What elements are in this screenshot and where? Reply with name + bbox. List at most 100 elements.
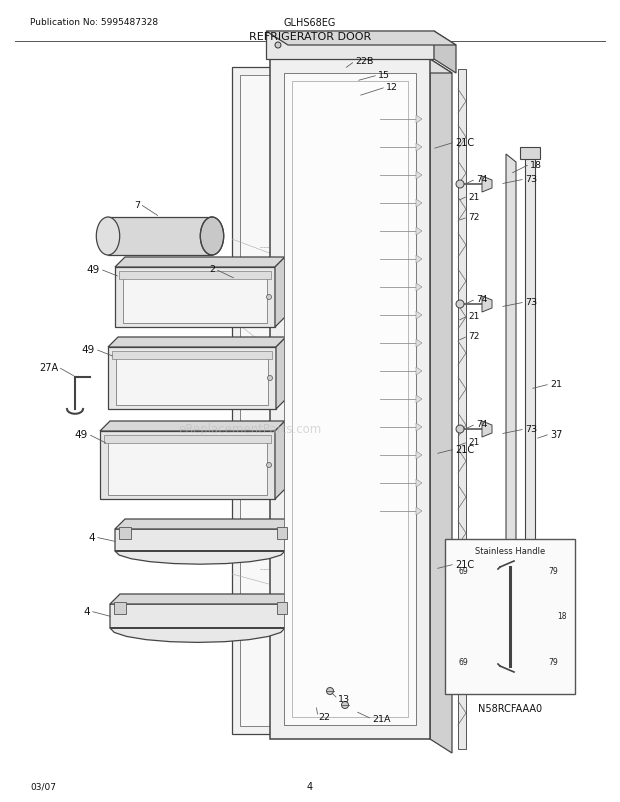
Text: 4: 4 [307, 781, 313, 791]
Text: 7: 7 [134, 200, 140, 209]
Polygon shape [416, 508, 422, 516]
Text: 2: 2 [209, 265, 215, 274]
Polygon shape [115, 257, 285, 268]
Ellipse shape [342, 702, 348, 709]
Text: 21A: 21A [372, 715, 391, 723]
Polygon shape [416, 312, 422, 320]
Text: 74: 74 [476, 420, 487, 429]
Text: 69: 69 [458, 658, 468, 666]
Polygon shape [112, 351, 272, 359]
Polygon shape [232, 68, 356, 734]
Text: 21: 21 [468, 192, 479, 201]
Polygon shape [482, 422, 492, 437]
Text: 21C: 21C [455, 138, 474, 148]
Text: 73: 73 [525, 176, 537, 184]
Text: Publication No: 5995487328: Publication No: 5995487328 [30, 18, 158, 27]
Text: 4: 4 [83, 606, 90, 616]
Text: 21: 21 [468, 438, 479, 447]
Polygon shape [416, 200, 422, 208]
Polygon shape [482, 176, 492, 192]
Polygon shape [416, 228, 422, 236]
Text: 03/07: 03/07 [30, 781, 56, 791]
Text: eReplacementParts.com: eReplacementParts.com [179, 423, 322, 436]
Polygon shape [416, 423, 422, 431]
Polygon shape [115, 268, 275, 327]
Polygon shape [284, 74, 416, 725]
Text: 27A: 27A [39, 363, 58, 373]
Polygon shape [416, 452, 422, 460]
Text: 22: 22 [318, 713, 330, 722]
Polygon shape [100, 431, 275, 500]
Text: 72: 72 [468, 332, 479, 341]
Ellipse shape [456, 180, 464, 188]
Polygon shape [434, 32, 456, 74]
Text: 49: 49 [82, 345, 95, 354]
Polygon shape [108, 439, 267, 496]
Text: 21C: 21C [455, 559, 474, 569]
Polygon shape [240, 76, 348, 726]
Polygon shape [520, 148, 540, 160]
Polygon shape [108, 217, 212, 256]
Polygon shape [275, 257, 285, 327]
Polygon shape [270, 60, 430, 739]
Polygon shape [458, 70, 466, 749]
Polygon shape [114, 602, 126, 614]
Polygon shape [100, 422, 285, 431]
Polygon shape [108, 347, 276, 410]
Text: 21: 21 [468, 312, 479, 321]
Polygon shape [116, 355, 268, 406]
Text: GLHS68EG: GLHS68EG [284, 18, 336, 28]
Text: 13: 13 [338, 695, 350, 703]
Polygon shape [108, 338, 286, 347]
Polygon shape [525, 155, 535, 659]
Text: 37: 37 [550, 429, 562, 439]
Ellipse shape [267, 376, 273, 381]
Text: 12: 12 [386, 83, 398, 92]
Text: N58RCFAAA0: N58RCFAAA0 [478, 703, 542, 713]
Text: 18: 18 [557, 612, 567, 621]
Text: 73: 73 [525, 425, 537, 434]
Text: 21: 21 [550, 380, 562, 389]
Polygon shape [110, 594, 295, 604]
Polygon shape [277, 602, 287, 614]
Text: 18: 18 [530, 160, 542, 169]
Polygon shape [119, 272, 271, 280]
Polygon shape [416, 480, 422, 488]
Polygon shape [520, 649, 540, 661]
Ellipse shape [267, 463, 272, 468]
Polygon shape [110, 604, 285, 642]
Ellipse shape [96, 217, 120, 256]
Ellipse shape [456, 426, 464, 433]
Polygon shape [445, 539, 575, 695]
Polygon shape [506, 155, 516, 647]
Ellipse shape [327, 687, 334, 695]
Text: Stainless Handle: Stainless Handle [475, 547, 545, 556]
Text: REFRIGERATOR DOOR: REFRIGERATOR DOOR [249, 32, 371, 42]
Polygon shape [275, 422, 285, 500]
Polygon shape [115, 520, 295, 529]
Text: 15: 15 [378, 71, 390, 80]
Text: 72: 72 [468, 213, 479, 222]
Polygon shape [416, 395, 422, 403]
Polygon shape [416, 256, 422, 264]
Text: 69: 69 [458, 567, 468, 576]
Text: 79: 79 [548, 658, 558, 666]
Text: 49: 49 [75, 429, 88, 439]
Polygon shape [276, 338, 286, 410]
Text: 21C: 21C [455, 444, 474, 455]
Text: 73: 73 [525, 298, 537, 307]
Ellipse shape [200, 217, 224, 256]
Polygon shape [416, 144, 422, 152]
Polygon shape [266, 32, 456, 46]
Polygon shape [266, 32, 434, 60]
Polygon shape [104, 435, 271, 444]
Polygon shape [115, 529, 285, 565]
Polygon shape [416, 367, 422, 375]
Polygon shape [123, 276, 267, 323]
Ellipse shape [456, 301, 464, 309]
Polygon shape [416, 172, 422, 180]
Text: 22B: 22B [355, 58, 373, 67]
Polygon shape [270, 60, 452, 74]
Text: 74: 74 [476, 295, 487, 304]
Text: 79: 79 [548, 567, 558, 576]
